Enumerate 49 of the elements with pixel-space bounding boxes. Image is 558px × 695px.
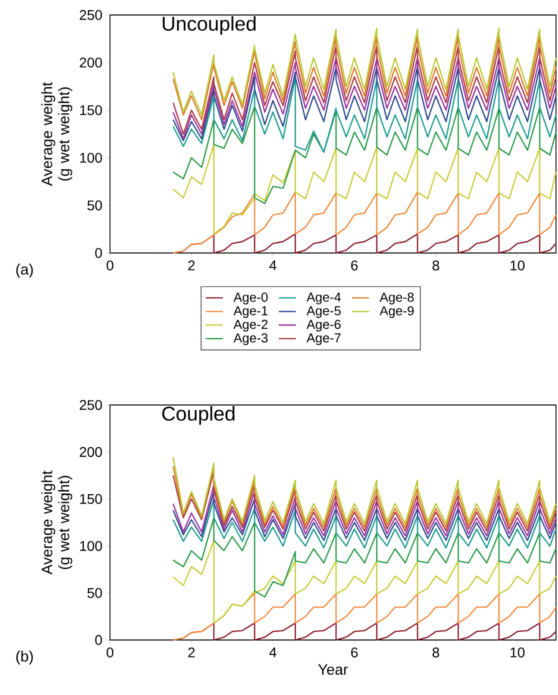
y-tick-label: 250 bbox=[80, 400, 102, 410]
legend-label: Age-2 bbox=[234, 320, 268, 332]
legend-label: Age-8 bbox=[380, 292, 414, 304]
x-tick-label: 2 bbox=[188, 648, 195, 658]
y-tick-label: 100 bbox=[80, 152, 102, 163]
text: (b) bbox=[16, 650, 33, 665]
legend-label: Age-6 bbox=[306, 320, 341, 332]
line-series bbox=[172, 490, 557, 542]
y-tick-label: 100 bbox=[80, 541, 102, 551]
text: (a) bbox=[16, 264, 33, 278]
legend-label: Age-1 bbox=[234, 306, 268, 318]
y-tick-label: 0 bbox=[95, 248, 102, 258]
y-axis-title: Average weight (g wet weight) bbox=[41, 82, 72, 186]
x-tick-label: 0 bbox=[106, 260, 114, 270]
x-tick-label: 0 bbox=[106, 648, 114, 658]
x-tick-label: 10 bbox=[510, 648, 525, 658]
x-tick-label: 8 bbox=[432, 260, 440, 270]
x-tick-label: 10 bbox=[510, 260, 525, 270]
y-tick-label: 200 bbox=[80, 447, 102, 457]
line-series bbox=[172, 484, 557, 536]
chart-title: Uncoupled bbox=[162, 16, 256, 35]
line-series bbox=[172, 498, 557, 549]
y-axis-title: Average weight (g wet weight) bbox=[41, 470, 72, 574]
line-series bbox=[172, 76, 557, 153]
x-tick-label: 6 bbox=[351, 260, 358, 270]
legend-label: Age-7 bbox=[306, 333, 341, 346]
y-tick-label: 150 bbox=[80, 105, 102, 116]
x-tick-label: 2 bbox=[188, 260, 195, 270]
line-series bbox=[172, 144, 557, 235]
x-tick-label: 4 bbox=[269, 648, 276, 658]
legend-label: Age-4 bbox=[306, 292, 341, 304]
y-tick-label: 150 bbox=[80, 494, 102, 504]
chart-title: Coupled bbox=[162, 406, 234, 425]
line-series bbox=[172, 456, 557, 524]
y-tick-label: 50 bbox=[87, 200, 102, 210]
legend-label: Age-9 bbox=[380, 306, 414, 318]
y-tick-label: 0 bbox=[95, 635, 102, 645]
legend-label: Age-3 bbox=[234, 333, 268, 346]
x-tick-label: 4 bbox=[269, 260, 276, 270]
legend-label: Age-5 bbox=[306, 306, 341, 318]
x-tick-label: 8 bbox=[432, 648, 440, 658]
y-tick-label: 200 bbox=[80, 58, 102, 68]
y-tick-label: 50 bbox=[87, 588, 102, 598]
legend-label: Age-0 bbox=[234, 292, 268, 304]
line-series bbox=[172, 517, 557, 598]
x-tick-label: 6 bbox=[351, 648, 358, 658]
y-tick-label: 250 bbox=[80, 10, 102, 20]
line-series bbox=[172, 540, 557, 624]
x-axis-title: Year bbox=[318, 664, 348, 675]
